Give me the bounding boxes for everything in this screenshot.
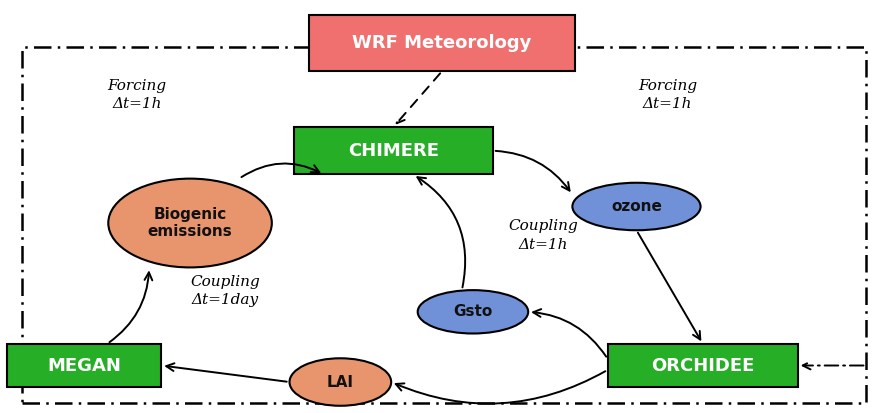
Ellipse shape [418,290,529,334]
Ellipse shape [573,183,701,230]
Ellipse shape [109,178,272,268]
Text: Forcing
Δt=1h: Forcing Δt=1h [638,79,697,111]
Text: Coupling
Δt=1day: Coupling Δt=1day [191,275,260,307]
FancyBboxPatch shape [7,344,161,387]
Text: WRF Meteorology: WRF Meteorology [353,34,531,52]
FancyBboxPatch shape [608,344,797,387]
Text: Coupling
Δt=1h: Coupling Δt=1h [509,219,578,252]
FancyBboxPatch shape [293,127,493,174]
Ellipse shape [290,358,392,406]
Text: LAI: LAI [327,375,354,389]
Text: ORCHIDEE: ORCHIDEE [652,356,754,375]
Text: CHIMERE: CHIMERE [348,142,438,160]
Text: ozone: ozone [611,199,662,214]
Text: Forcing
Δt=1h: Forcing Δt=1h [108,79,166,111]
Text: Biogenic
emissions: Biogenic emissions [148,207,232,239]
Text: Gsto: Gsto [453,304,492,319]
Text: MEGAN: MEGAN [47,356,121,375]
FancyBboxPatch shape [309,15,575,71]
